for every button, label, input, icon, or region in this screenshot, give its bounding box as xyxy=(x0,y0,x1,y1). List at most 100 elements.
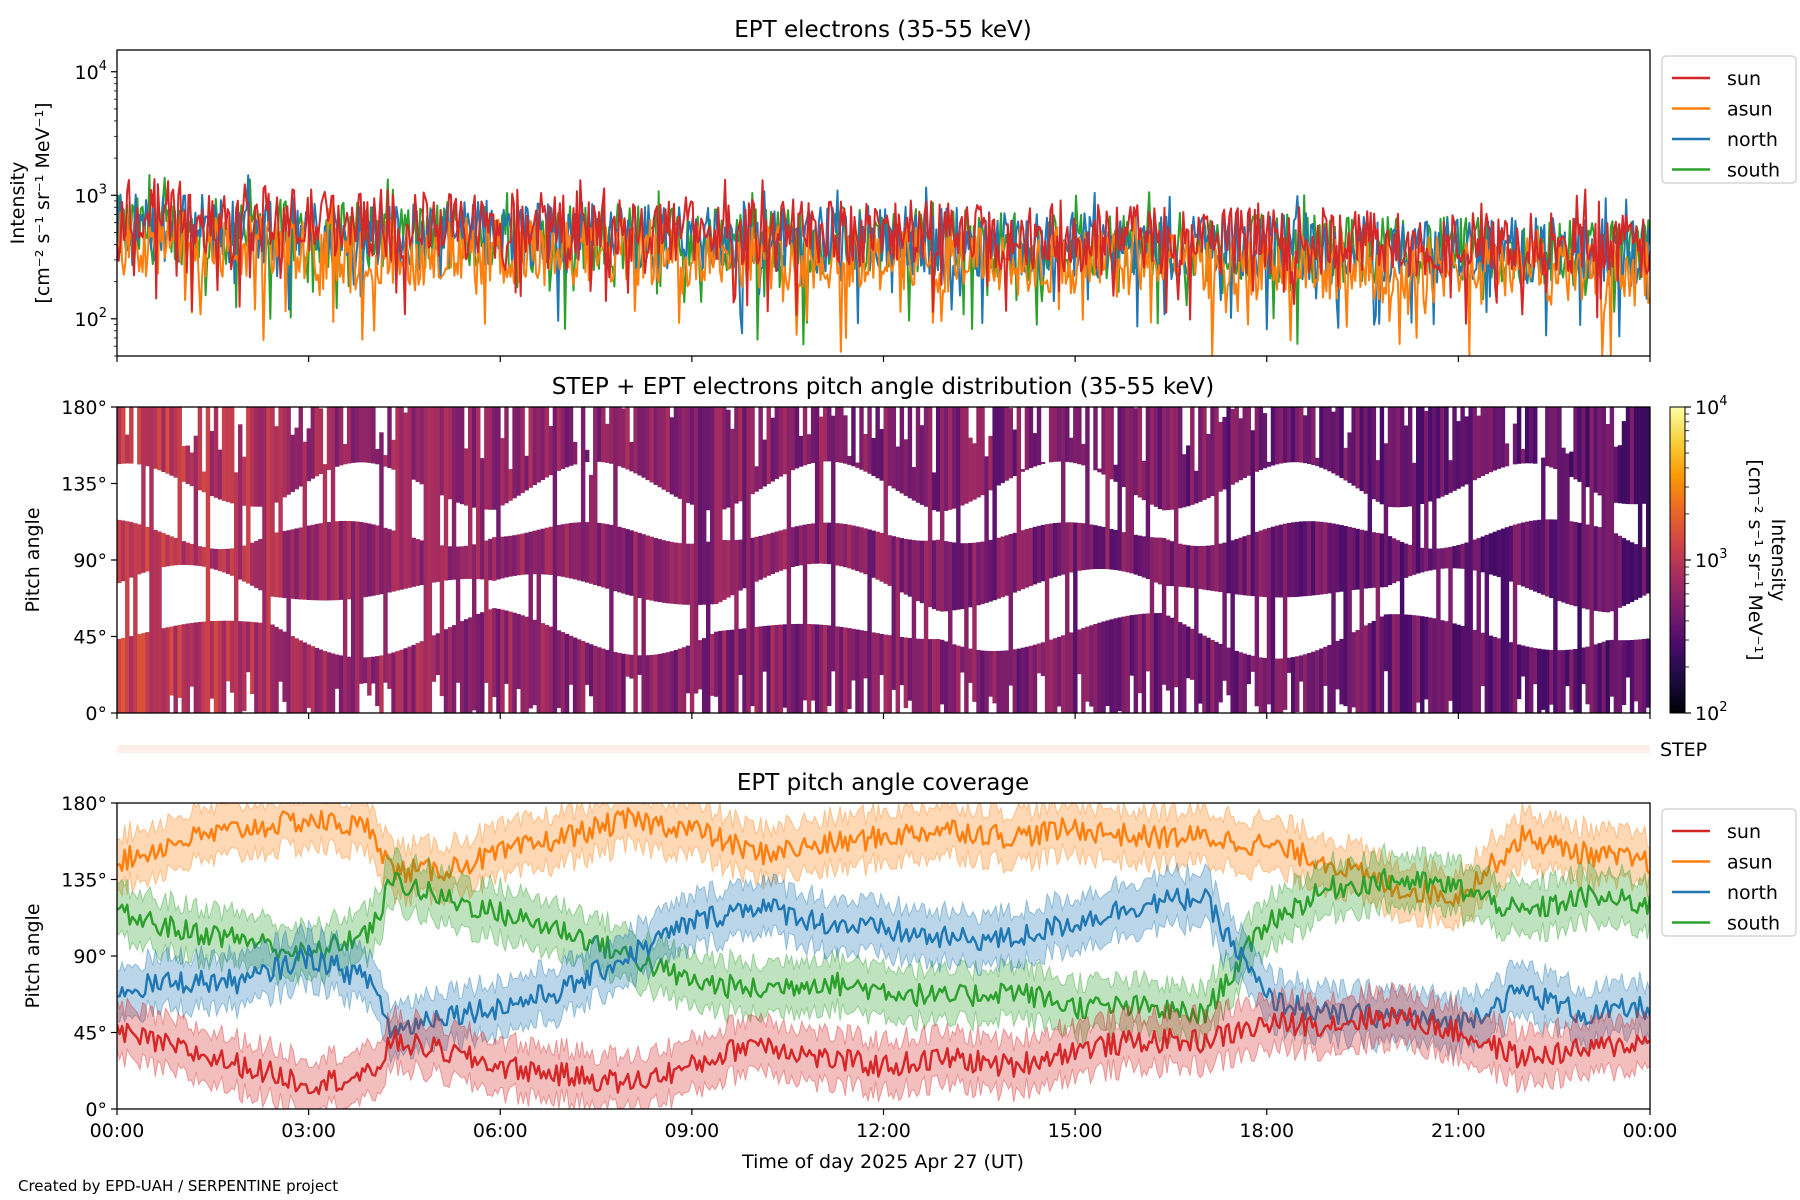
heatmap-cell xyxy=(1436,407,1441,499)
heatmap-cell xyxy=(447,627,453,713)
heatmap-cell xyxy=(1460,625,1465,713)
heatmap-cell xyxy=(560,407,566,469)
heatmap-cell xyxy=(141,407,146,573)
heatmap-cell xyxy=(992,651,997,704)
heatmap-cell xyxy=(572,522,578,580)
panel-pitch-coverage: EPT pitch angle coverage 0° 45° 90° 135° 180… xyxy=(22,770,1797,1173)
line-south xyxy=(117,174,1650,346)
heatmap-cell xyxy=(379,655,384,713)
heatmap-cell xyxy=(125,434,130,464)
heatmap-cell xyxy=(778,530,784,571)
heatmap-cell xyxy=(730,629,735,713)
heatmap-cell xyxy=(798,436,804,467)
heatmap-cell xyxy=(637,407,642,476)
heatmap-cell xyxy=(617,407,622,467)
heatmap-cell xyxy=(455,407,461,503)
heatmap-cell xyxy=(1428,548,1433,571)
heatmap-cell xyxy=(532,619,537,706)
heatmap-cell xyxy=(459,546,465,580)
line-sun xyxy=(117,178,1650,325)
heatmap-cell xyxy=(875,531,880,580)
heatmap-cell xyxy=(488,609,493,713)
heatmap-cell xyxy=(548,426,554,476)
heatmap-cell xyxy=(427,407,433,713)
heatmap-cell xyxy=(1528,407,1534,464)
heatmap-cell xyxy=(1484,407,1490,475)
heatmap-cell xyxy=(1286,407,1292,463)
heatmap-cell xyxy=(1589,407,1594,713)
heatmap-cell xyxy=(681,647,687,713)
heatmap-cell xyxy=(363,407,368,463)
heatmap-cell xyxy=(1274,658,1280,713)
heatmap-cell xyxy=(1214,641,1219,713)
heatmap-cell xyxy=(1101,527,1106,569)
heatmap-cell xyxy=(1452,546,1457,569)
heatmap-cell xyxy=(524,455,529,491)
heatmap-cell xyxy=(1040,642,1046,676)
heatmap-cell xyxy=(984,456,989,603)
heatmap-cell xyxy=(968,543,973,608)
x-tick-label: 09:00 xyxy=(664,1120,719,1142)
heatmap-cell xyxy=(952,542,957,611)
heatmap-cell xyxy=(1637,407,1643,598)
heatmap-cell xyxy=(1274,525,1280,598)
heatmap-cell xyxy=(1553,407,1558,469)
heatmap-cell xyxy=(1311,521,1316,596)
line-north xyxy=(117,887,1650,1039)
heatmap-cell xyxy=(1093,624,1098,713)
heatmap-cell xyxy=(189,452,195,487)
heatmap-cell xyxy=(225,620,231,682)
heatmap-cell xyxy=(1242,653,1247,713)
heatmap-cell xyxy=(419,407,424,485)
heatmap-cell xyxy=(282,407,287,498)
heatmap-cell xyxy=(395,651,400,713)
heatmap-cell xyxy=(197,546,203,567)
heatmap-cell xyxy=(1020,530,1026,590)
heatmap-cell xyxy=(399,407,404,590)
heatmap-cell xyxy=(738,628,743,675)
heatmap-cell xyxy=(1052,407,1058,462)
heatmap-cell xyxy=(1036,407,1042,466)
heatmap-cell xyxy=(1492,407,1498,471)
line-asun xyxy=(117,807,1650,907)
heatmap-cell xyxy=(467,407,473,579)
heatmap-cell xyxy=(480,612,485,713)
heatmap-cell xyxy=(407,407,412,588)
colorbar-label-line1: Intensity xyxy=(1767,519,1789,602)
heatmap-cell xyxy=(1056,407,1062,462)
heatmap-cell xyxy=(1565,649,1570,687)
heatmap-cell xyxy=(1359,529,1364,713)
heatmap-cell xyxy=(266,407,271,713)
heatmap-cell xyxy=(209,621,215,699)
y-tick-label: 0° xyxy=(85,1099,107,1121)
heatmap-cell xyxy=(1311,651,1316,713)
heatmap-cell xyxy=(722,407,727,510)
heatmap-cell xyxy=(818,416,824,564)
heatmap-cell xyxy=(1633,544,1639,600)
heatmap-cell xyxy=(1008,408,1013,479)
heatmap-cell xyxy=(572,637,578,713)
legend-box xyxy=(1661,808,1797,937)
heatmap-cell xyxy=(1089,625,1094,707)
heatmap-cell xyxy=(476,613,481,713)
panel2-title: STEP + EPT electrons pitch angle distrib… xyxy=(552,374,1214,400)
heatmap-cell xyxy=(1258,657,1264,713)
heatmap-cell xyxy=(346,407,352,464)
heatmap-cell xyxy=(1182,624,1187,713)
heatmap-cell xyxy=(1206,434,1211,499)
heatmap-cell xyxy=(1399,407,1405,508)
heatmap-cell xyxy=(584,449,590,463)
heatmap-cell xyxy=(1460,543,1465,569)
heatmap-cell xyxy=(181,446,186,482)
heatmap-cell xyxy=(443,629,449,713)
heatmap-cell xyxy=(1549,650,1554,705)
heatmap-cell xyxy=(254,541,259,589)
heatmap-cell xyxy=(161,407,166,472)
heatmap-cell xyxy=(145,632,150,713)
heatmap-cell xyxy=(580,407,586,582)
heatmap-cell xyxy=(536,529,541,713)
heatmap-cell xyxy=(564,407,570,468)
heatmap-cell xyxy=(326,522,332,601)
heatmap-cell xyxy=(201,621,207,713)
heatmap-cell xyxy=(1577,407,1582,482)
